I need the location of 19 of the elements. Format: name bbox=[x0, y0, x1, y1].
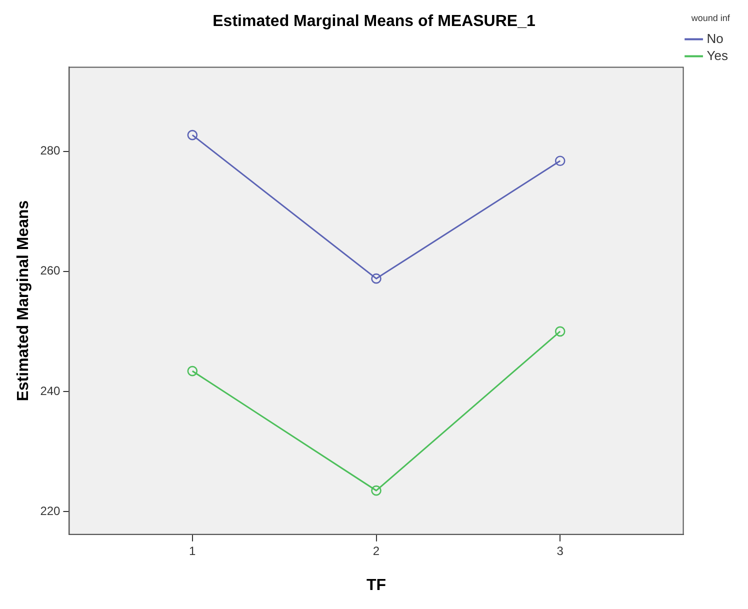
x-tick-label: 3 bbox=[556, 544, 564, 558]
legend-label: No bbox=[706, 30, 724, 46]
point bbox=[187, 366, 198, 376]
legend-label: Yes bbox=[706, 48, 728, 63]
point bbox=[187, 130, 198, 140]
point bbox=[371, 485, 382, 496]
y-tick-label: 280 bbox=[40, 144, 61, 158]
x-tick-label: 2 bbox=[372, 544, 380, 558]
legend-title: wound inf bbox=[690, 12, 730, 23]
y-tick-label: 260 bbox=[40, 264, 61, 278]
y-tick-label: 240 bbox=[40, 384, 61, 398]
x-axis-title: TF bbox=[366, 576, 386, 594]
point bbox=[554, 156, 566, 166]
y-axis-title: Estimated Marginal Means bbox=[15, 200, 32, 402]
x-tick-label: 1 bbox=[189, 544, 196, 558]
chart-title: Estimated Marginal Means of MEASURE_1 bbox=[212, 13, 536, 30]
y-tick-label: 220 bbox=[40, 504, 61, 518]
point bbox=[371, 273, 382, 284]
point bbox=[554, 326, 566, 337]
